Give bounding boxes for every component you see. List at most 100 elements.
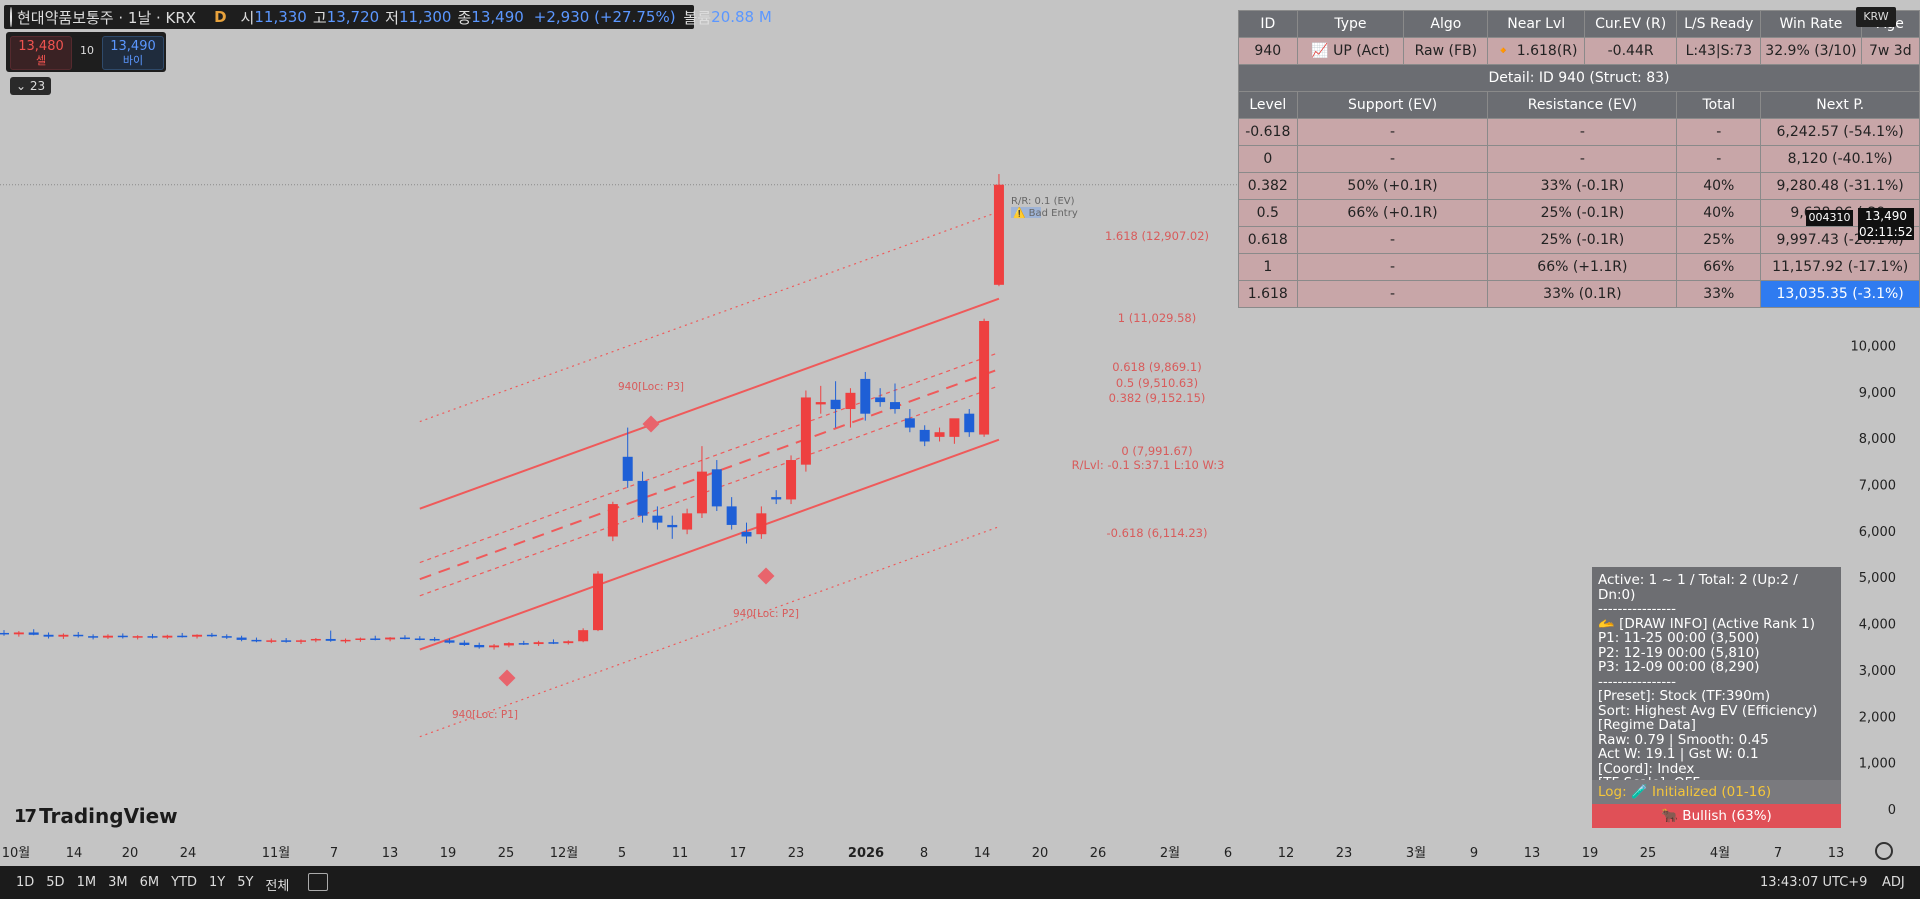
tradingview-logo[interactable]: 17 TradingView bbox=[14, 804, 178, 828]
bottom-toolbar: 1D 5D 1M 3M 6M YTD 1Y 5Y 전체 13:43:07 UTC+9 ADJ bbox=[0, 866, 1920, 899]
last-price-tag: 13,490 02:11:52 bbox=[1858, 208, 1914, 240]
level-cell: 13,035.35 (-3.1%) bbox=[1760, 280, 1920, 308]
timeframe-button[interactable]: YTD bbox=[171, 875, 197, 890]
buy-button[interactable]: 13,490 바이 bbox=[102, 36, 164, 70]
pivot-label: 940[Loc: P3] bbox=[618, 381, 684, 393]
x-tick-label: 14 bbox=[66, 846, 83, 861]
trade-panel: 13,480 셀 10 13,490 바이 bbox=[6, 32, 166, 72]
level-cell: 0.382 bbox=[1238, 172, 1298, 200]
table-cell: 📈 UP (Act) bbox=[1296, 37, 1405, 65]
candle-body bbox=[325, 638, 336, 641]
level-row: 0- - -8,120 (-40.1%) bbox=[1238, 145, 1920, 173]
candle-body bbox=[786, 460, 797, 500]
candle-body bbox=[993, 184, 1004, 285]
candle-body bbox=[444, 640, 455, 643]
x-tick-label: 11월 bbox=[262, 846, 291, 861]
candle-body bbox=[43, 634, 54, 637]
timeframe-button[interactable]: 1M bbox=[76, 875, 97, 890]
sell-button[interactable]: 13,480 셀 bbox=[10, 36, 72, 70]
candle-body bbox=[875, 397, 886, 403]
x-tick-label: 13 bbox=[1524, 846, 1541, 861]
info-line: Act W: 19.1 | Gst W: 0.1 bbox=[1598, 746, 1759, 762]
close-label: 종 bbox=[457, 8, 472, 27]
high-label: 고 bbox=[312, 8, 327, 27]
info-line: Sort: Highest Avg EV (Efficiency) bbox=[1598, 702, 1818, 719]
timeframe-button[interactable]: 1D bbox=[16, 875, 35, 890]
candle-body bbox=[830, 399, 841, 410]
quantity-field[interactable]: 10 bbox=[80, 44, 94, 57]
level-cell: 0.618 bbox=[1238, 226, 1298, 254]
candle-body bbox=[221, 636, 232, 638]
x-tick-label: 9 bbox=[1470, 846, 1478, 861]
buy-price: 13,490 bbox=[110, 39, 156, 54]
symbol-name[interactable]: 현대약품보통주 · 1날 · KRX bbox=[17, 8, 197, 27]
y-tick-label: 8,000 bbox=[1859, 432, 1896, 447]
candle-body bbox=[13, 632, 24, 635]
timeframe-button[interactable]: 5Y bbox=[237, 875, 254, 890]
x-tick-label: 7 bbox=[1774, 846, 1782, 861]
x-tick-label: 13 bbox=[382, 846, 399, 861]
table-header-cell: ID bbox=[1238, 10, 1298, 38]
open-value: 11,330 bbox=[254, 8, 307, 26]
timeframe-button[interactable]: 3M bbox=[108, 875, 128, 890]
channel-lower-line bbox=[419, 438, 1000, 651]
timeframe-button[interactable]: 1Y bbox=[208, 875, 226, 890]
table-cell: L:43|S:73 bbox=[1676, 37, 1762, 65]
level-cell: 66% bbox=[1676, 253, 1762, 281]
level-cell: 40% bbox=[1676, 172, 1762, 200]
x-tick-label: 13 bbox=[1828, 846, 1845, 861]
symbol-header: 현대약품보통주 · 1날 · KRX D 시 11,330 고 13,720 저 11… bbox=[4, 5, 772, 29]
timeframe-button[interactable]: 5D bbox=[46, 875, 65, 890]
level-header-cell: Level bbox=[1238, 91, 1298, 119]
volume-value: 20.88 M bbox=[711, 8, 772, 26]
timeframe-list: 1D 5D 1M 3M 6M YTD 1Y 5Y 전체 bbox=[16, 875, 301, 894]
level-cell: - bbox=[1676, 145, 1762, 173]
level-cell: - bbox=[1296, 118, 1489, 146]
level-row: 0.618-25% (-0.1R) 25% 9,997.43 (-26.1%) bbox=[1238, 226, 1920, 254]
clock: 13:43:07 UTC+9 bbox=[1760, 875, 1868, 890]
x-tick-label: 10월 bbox=[2, 846, 31, 861]
fib-level-label: -0.618 (6,114.23) bbox=[1107, 526, 1208, 540]
pivot-marker bbox=[757, 567, 775, 585]
level-cell: 1.618 bbox=[1238, 280, 1298, 308]
replay-icon[interactable] bbox=[308, 873, 328, 891]
level-cell: - bbox=[1296, 253, 1489, 281]
candle-body bbox=[726, 506, 737, 525]
candle-body bbox=[503, 643, 514, 646]
candle-body bbox=[162, 635, 173, 638]
x-tick-label: 12 bbox=[1278, 846, 1295, 861]
timeframe-button[interactable]: 6M bbox=[139, 875, 160, 890]
candle-body bbox=[281, 640, 292, 642]
level-cell: - bbox=[1676, 118, 1762, 146]
gear-icon[interactable] bbox=[1875, 842, 1893, 860]
candle-body bbox=[771, 497, 782, 500]
candle-body bbox=[177, 635, 188, 638]
channel-fib-line bbox=[419, 385, 1000, 597]
level-row: 0.566% (+0.1R)25% (-0.1R)40%9,638.96 (-2… bbox=[1238, 199, 1920, 227]
sell-price: 13,480 bbox=[18, 39, 64, 54]
timeframe-button[interactable]: 전체 bbox=[265, 879, 290, 894]
pivot-marker bbox=[642, 415, 660, 433]
table-cell: 32.9% (3/10) bbox=[1760, 37, 1862, 65]
table-header-cell: Cur.EV (R) bbox=[1583, 10, 1678, 38]
candle-body bbox=[340, 639, 351, 642]
adj-button[interactable]: ADJ bbox=[1882, 875, 1905, 890]
level-cell: - bbox=[1296, 226, 1489, 254]
fib-level-label: 0.382 (9,152.15) bbox=[1109, 391, 1206, 405]
level-cell: 1 bbox=[1238, 253, 1298, 281]
candle-body bbox=[622, 456, 633, 481]
table-header-cell: Algo bbox=[1403, 10, 1489, 38]
currency-button[interactable]: KRW bbox=[1856, 7, 1896, 27]
collapse-indicators-button[interactable]: ⌄ 23 bbox=[10, 77, 52, 95]
level-cell: 9,280.48 (-31.1%) bbox=[1760, 172, 1920, 200]
high-value: 13,720 bbox=[326, 8, 380, 26]
x-tick-label: 12월 bbox=[550, 846, 579, 861]
x-tick-label: 11 bbox=[672, 846, 689, 861]
candle-body bbox=[88, 636, 99, 638]
info-line: [Coord]: Index bbox=[1598, 760, 1695, 777]
info-line: 🫴 [DRAW INFO] (Active Rank 1) bbox=[1598, 615, 1815, 632]
tradingview-logo-text: TradingView bbox=[39, 804, 178, 828]
level-cell: 0.5 bbox=[1238, 199, 1298, 227]
table-cell: 940 bbox=[1238, 37, 1298, 65]
level-cell: - bbox=[1296, 280, 1489, 308]
